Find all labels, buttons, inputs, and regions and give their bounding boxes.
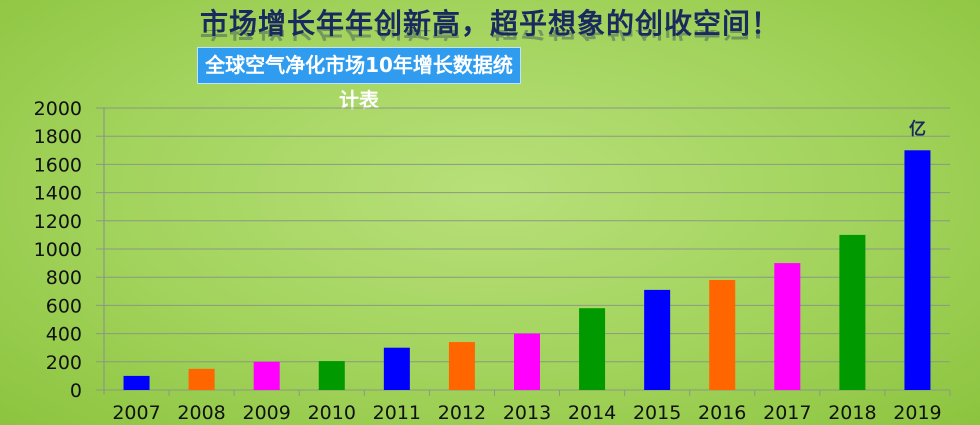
y-tick-label: 0 xyxy=(70,380,82,402)
y-tick-label: 1600 xyxy=(34,154,82,176)
y-tick-label: 200 xyxy=(46,352,82,374)
y-tick-label: 400 xyxy=(46,324,82,346)
headline: 市场增长年年创新高，超乎想象的创收空间！ xyxy=(199,7,780,40)
x-tick-label: 2011 xyxy=(373,402,421,424)
x-tick-label: 2018 xyxy=(828,402,876,424)
bar-2018 xyxy=(839,234,866,390)
y-tick-label: 1400 xyxy=(34,183,82,205)
bar-2007 xyxy=(123,375,150,390)
bar-2010 xyxy=(318,361,345,390)
bar-2016 xyxy=(709,280,736,390)
bar-2012 xyxy=(448,342,475,390)
bar-2015 xyxy=(644,289,671,390)
bar-2014 xyxy=(579,308,606,390)
x-tick-label: 2010 xyxy=(308,402,356,424)
x-tick-label: 2007 xyxy=(112,402,160,424)
y-tick-label: 1800 xyxy=(34,126,82,148)
y-tick-label: 1000 xyxy=(34,239,82,261)
y-tick-label: 800 xyxy=(46,267,82,289)
x-tick-label: 2008 xyxy=(177,402,225,424)
x-tick-label: 2014 xyxy=(568,402,616,424)
bar-2009 xyxy=(253,361,280,390)
unit-label: 亿 xyxy=(909,118,926,139)
x-tick-label: 2012 xyxy=(438,402,486,424)
bar-2011 xyxy=(383,347,410,390)
x-tick-label: 2015 xyxy=(633,402,681,424)
x-tick-label: 2017 xyxy=(763,402,811,424)
x-tick-label: 2019 xyxy=(893,402,941,424)
y-tick-label: 2000 xyxy=(34,98,82,120)
x-tick-label: 2013 xyxy=(503,402,551,424)
bar-2019 xyxy=(904,150,931,390)
x-tick-label: 2009 xyxy=(243,402,291,424)
y-tick-label: 1200 xyxy=(34,211,82,233)
y-tick-label: 600 xyxy=(46,295,82,317)
bar-2008 xyxy=(188,368,215,390)
bar-2017 xyxy=(774,263,801,390)
x-tick-label: 2016 xyxy=(698,402,746,424)
bar-2013 xyxy=(514,333,540,390)
